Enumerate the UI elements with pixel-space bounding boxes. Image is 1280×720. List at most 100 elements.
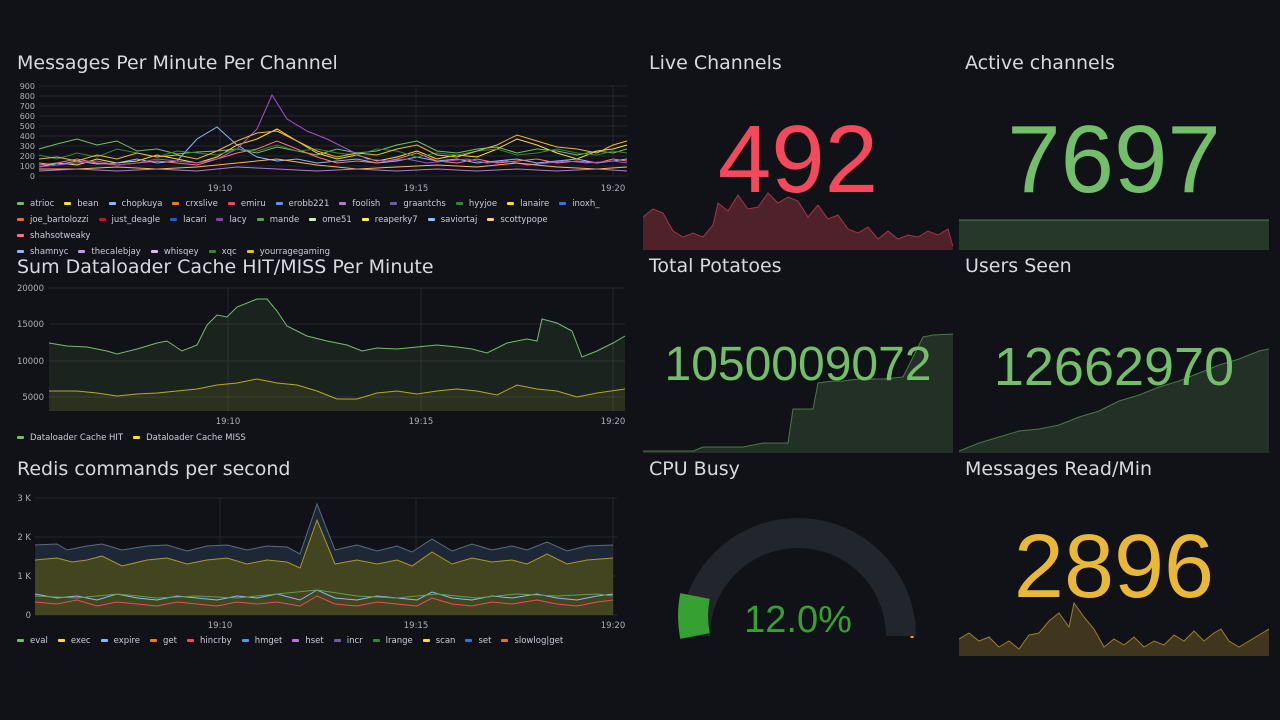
redis-chart[interactable]: 3 K 2 K 1 K 0 19:10 19:15 19:20 (17, 490, 629, 630)
legend-item[interactable]: eval (17, 633, 48, 649)
series-exec-line (34, 518, 614, 569)
legend-item[interactable]: set (465, 633, 491, 649)
y-tick: 400 (20, 132, 35, 141)
legend-item[interactable]: scottypope (487, 212, 548, 228)
y-tick: 100 (20, 162, 35, 171)
legend-item[interactable]: lanaire (507, 196, 549, 212)
panel-title[interactable]: Sum Dataloader Cache HIT/MISS Per Minute (17, 256, 434, 278)
panel-title[interactable]: Redis commands per second (17, 458, 291, 480)
y-tick: 500 (20, 122, 35, 131)
series-lrange-line (34, 589, 614, 599)
legend-item[interactable]: hmget (241, 633, 282, 649)
panel-title[interactable]: Total Potatoes (649, 255, 782, 277)
dataloader-panel: Sum Dataloader Cache HIT/MISS Per Minute… (17, 256, 632, 446)
y-tick: 800 (20, 92, 35, 101)
legend-item[interactable]: hset (292, 633, 324, 649)
legend-item[interactable]: hincrby (186, 633, 232, 649)
legend-item[interactable]: erobb221 (275, 196, 329, 212)
legend-item[interactable]: shamnyc (17, 244, 68, 260)
legend-item[interactable]: mande (256, 212, 299, 228)
series-miss-line (49, 378, 626, 400)
legend-item[interactable]: graantchs (390, 196, 446, 212)
y-tick: 0 (30, 172, 35, 181)
legend-item[interactable]: shahsotweaky (17, 228, 90, 244)
series-yourragegaming (38, 130, 628, 162)
legend: atrioc bean chopkuya crxslive emiru erobb221 f… (17, 196, 627, 260)
x-axis: 19:10 19:15 19:20 (208, 621, 626, 630)
y-tick: 5000 (22, 393, 44, 403)
legend-item[interactable]: inoxh_ (559, 196, 600, 212)
legend-item[interactable]: lacari (170, 212, 206, 228)
messages-per-minute-panel: Messages Per Minute Per Channel 900 800 … (17, 52, 632, 257)
cpu-busy-panel: CPU Busy 12.0% (643, 458, 953, 656)
x-tick: 19:10 (216, 417, 241, 427)
series-atrioc (38, 138, 628, 156)
panel-title[interactable]: Messages Read/Min (965, 458, 1153, 480)
legend-item[interactable]: lrange (372, 633, 413, 649)
legend-item[interactable]: saviortaj (427, 212, 477, 228)
y-tick: 900 (20, 82, 35, 91)
messages-read-sparkline (959, 601, 1269, 656)
legend-item[interactable]: incr (333, 633, 363, 649)
legend-item[interactable]: bean (64, 196, 99, 212)
legend-item[interactable]: atrioc (17, 196, 54, 212)
legend-item[interactable]: scan (422, 633, 455, 649)
legend-item[interactable]: exec (57, 633, 91, 649)
legend-item[interactable]: Dataloader Cache HIT (17, 430, 123, 446)
grid (39, 85, 627, 177)
y-tick: 15000 (17, 320, 44, 330)
legend-item[interactable]: slowlog|get (501, 633, 563, 649)
series-lanaire (39, 158, 628, 170)
stat-value: 492 (717, 106, 879, 213)
legend-item[interactable]: xqc (208, 244, 237, 260)
users-seen-sparkline (959, 348, 1269, 453)
x-tick: 19:10 (208, 184, 233, 194)
legend-item[interactable]: thecalebjay (78, 244, 141, 260)
legend-item[interactable]: lacy (216, 212, 247, 228)
legend-item[interactable]: crxslive (172, 196, 218, 212)
series-hit-line (48, 298, 626, 358)
stat-value: 12662970 (993, 337, 1235, 397)
y-tick: 600 (20, 112, 35, 121)
legend-item[interactable]: Dataloader Cache MISS (133, 430, 246, 446)
series-lines (38, 93, 628, 172)
series-hit-area (49, 299, 625, 411)
redis-panel: Redis commands per second 3 K 2 K 1 K 0 … (17, 458, 632, 653)
panel-title[interactable]: Users Seen (965, 255, 1072, 277)
y-tick: 200 (20, 152, 35, 161)
x-tick: 19:20 (601, 621, 626, 630)
dataloader-chart[interactable]: 20000 15000 10000 5000 19:10 19:15 19:20 (17, 281, 629, 431)
legend-item[interactable]: joe_bartolozzi (17, 212, 89, 228)
legend-item[interactable]: foolish (339, 196, 380, 212)
legend-item[interactable]: reaperky7 (361, 212, 418, 228)
messages-chart[interactable]: 900 800 700 600 500 400 300 200 100 0 (17, 79, 629, 199)
legend-item[interactable]: hyyjoe (455, 196, 497, 212)
series-miss-area (49, 379, 625, 411)
total-potatoes-panel: Total Potatoes 1050009072 (643, 255, 953, 453)
legend-item[interactable]: emiru (227, 196, 266, 212)
panel-title[interactable]: Live Channels (649, 52, 782, 74)
legend: Dataloader Cache HIT Dataloader Cache MIS… (17, 430, 627, 446)
panel-title[interactable]: CPU Busy (649, 458, 740, 480)
x-tick: 19:20 (601, 417, 626, 427)
legend-item[interactable]: whisqey (150, 244, 199, 260)
x-tick: 19:10 (208, 621, 233, 630)
live-channels-sparkline (643, 192, 953, 250)
series-xqc (38, 144, 628, 160)
active-channels-panel: Active channels 7697 (959, 52, 1269, 250)
legend-item[interactable]: expire (100, 633, 140, 649)
y-axis: 3 K 2 K 1 K 0 (17, 494, 31, 621)
legend-item[interactable]: ome51 (309, 212, 352, 228)
y-tick: 1 K (17, 572, 31, 582)
series-bean (38, 128, 628, 168)
legend-item[interactable]: get (150, 633, 177, 649)
panel-title[interactable]: Active channels (965, 52, 1115, 74)
x-axis: 19:10 19:15 19:20 (216, 417, 626, 427)
y-tick: 10000 (17, 357, 44, 367)
panel-title[interactable]: Messages Per Minute Per Channel (17, 52, 338, 74)
legend-item[interactable]: yourragegaming (246, 244, 330, 260)
legend-item[interactable]: chopkuya (108, 196, 162, 212)
y-tick: 20000 (17, 284, 44, 294)
series-chopkuya (38, 126, 628, 166)
legend-item[interactable]: just_deagle (98, 212, 160, 228)
